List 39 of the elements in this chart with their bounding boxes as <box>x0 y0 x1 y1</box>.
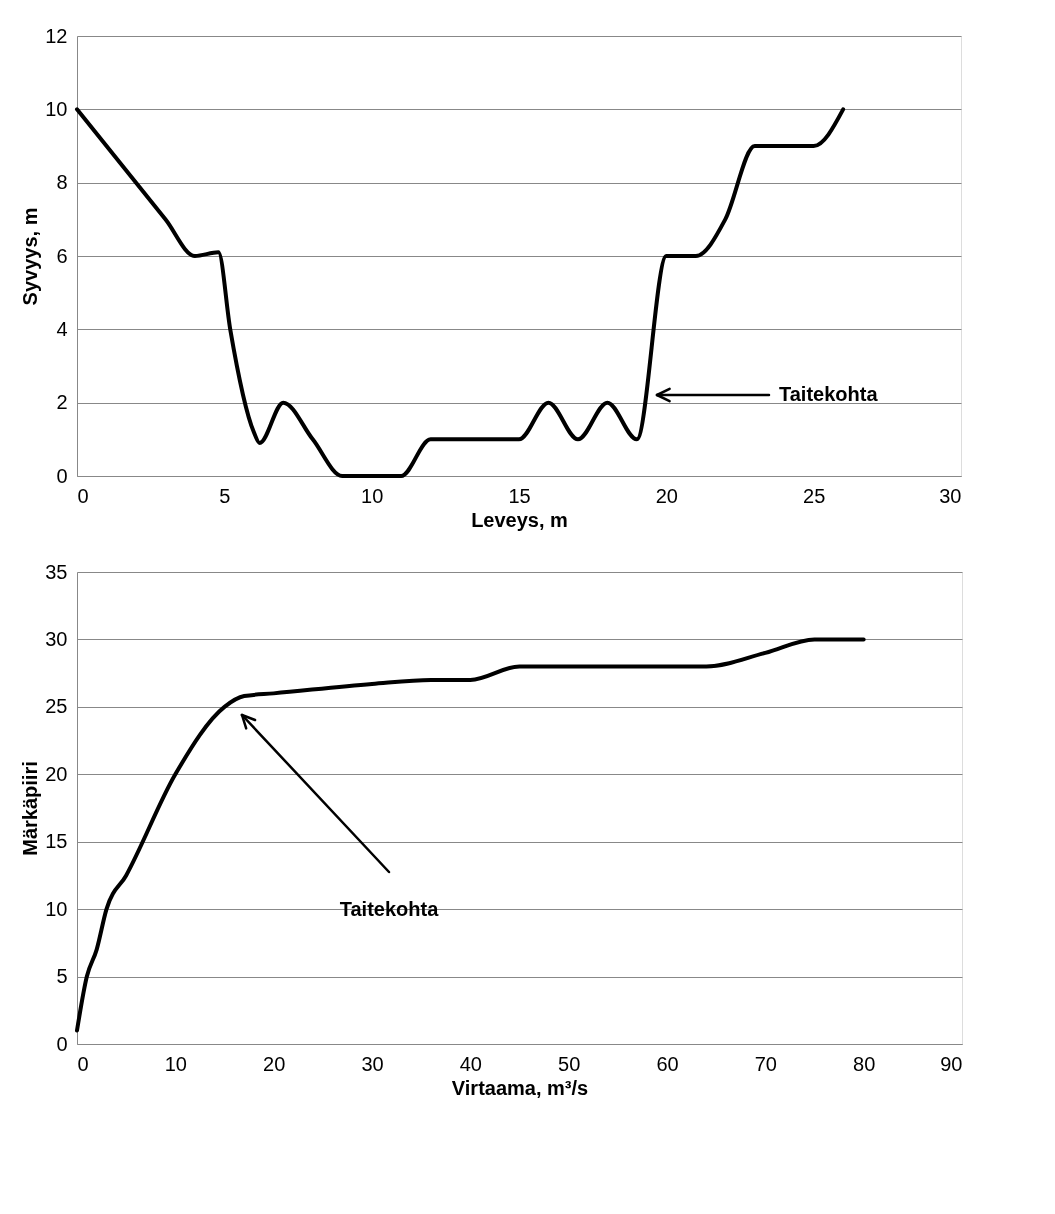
y-tick-label: 6 <box>56 244 68 267</box>
y-axis-title: Märkäpiiri <box>19 761 42 856</box>
x-tick-label: 0 <box>77 484 89 507</box>
x-tick-label: 80 <box>853 1052 876 1075</box>
y-tick-label: 12 <box>45 24 68 47</box>
y-tick-label: 10 <box>45 897 68 920</box>
y-tick-label: 25 <box>45 695 68 718</box>
x-tick-label: 30 <box>939 484 962 507</box>
line-series <box>75 637 866 1033</box>
y-tick-label: 2 <box>56 391 68 414</box>
x-tick-label: 20 <box>655 484 678 507</box>
x-tick-label: 0 <box>77 1052 89 1075</box>
y-tick-label: 5 <box>56 965 68 988</box>
x-tick-label: 90 <box>940 1052 963 1075</box>
y-tick-label: 10 <box>45 97 68 120</box>
x-tick-label: 25 <box>803 484 826 507</box>
x-axis-title: Leveys, m <box>471 508 568 531</box>
x-tick-label: 60 <box>656 1052 679 1075</box>
y-tick-label: 30 <box>45 627 68 650</box>
y-tick-label: 4 <box>56 317 68 340</box>
y-tick-label: 20 <box>45 762 68 785</box>
y-tick-label: 35 <box>45 560 68 583</box>
y-tick-label: 0 <box>56 464 68 487</box>
x-tick-label: 20 <box>263 1052 286 1075</box>
x-tick-label: 40 <box>459 1052 482 1075</box>
x-tick-label: 10 <box>361 484 384 507</box>
x-axis-title: Virtaama, m³/s <box>451 1076 589 1099</box>
x-tick-label: 10 <box>164 1052 187 1075</box>
y-tick-label: 8 <box>56 171 68 194</box>
y-axis-title: Syvyys, m <box>19 207 42 306</box>
x-tick-label: 5 <box>219 484 231 507</box>
x-tick-label: 50 <box>558 1052 581 1075</box>
x-tick-label: 30 <box>361 1052 384 1075</box>
y-tick-label: 0 <box>56 1032 68 1055</box>
y-tick-label: 15 <box>45 830 68 853</box>
annotation: Taitekohta <box>339 898 440 920</box>
annotation: Taitekohta <box>779 383 879 405</box>
x-tick-label: 15 <box>508 484 531 507</box>
x-tick-label: 70 <box>754 1052 777 1075</box>
